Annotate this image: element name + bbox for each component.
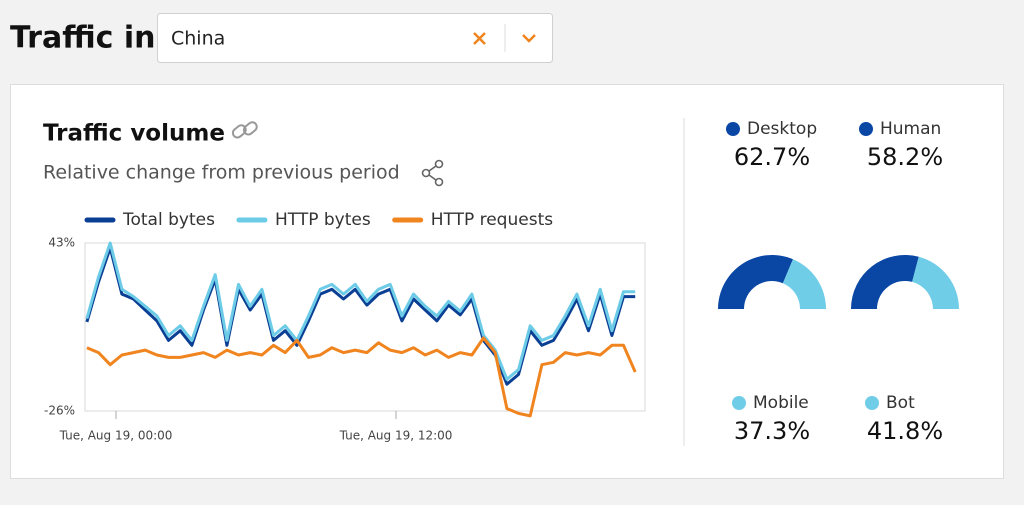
legend-label: HTTP requests (431, 210, 554, 230)
value-label: 37.3% (734, 417, 810, 445)
card-title: Traffic volume (43, 121, 225, 147)
x-tick-label: Tue, Aug 19, 00:00 (59, 429, 173, 443)
series-line (86, 336, 637, 418)
legend-dot (859, 122, 873, 136)
donut-segment (912, 256, 959, 309)
country-select[interactable] (157, 13, 553, 63)
dropdown-icon[interactable] (522, 34, 536, 43)
legend-label: Human (880, 119, 941, 139)
donut-segment (718, 254, 793, 309)
y-tick-label: 43% (48, 236, 75, 250)
page-title: Traffic in (10, 21, 156, 56)
legend-label: Desktop (747, 119, 817, 139)
legend-label: Mobile (753, 393, 809, 413)
donut-segment (851, 254, 919, 309)
legend-dot (732, 396, 746, 410)
x-tick-label: Tue, Aug 19, 12:00 (339, 429, 453, 443)
share-icon[interactable] (421, 159, 444, 187)
legend-label: Bot (886, 393, 915, 413)
series-line (85, 241, 636, 381)
legend-dot (726, 122, 740, 136)
card (10, 84, 1004, 479)
value-label: 41.8% (867, 417, 943, 445)
plot-frame (84, 242, 646, 412)
y-tick-label: -26% (44, 404, 75, 418)
value-label: 58.2% (867, 143, 943, 171)
legend-dot (865, 396, 879, 410)
value-label: 62.7% (734, 143, 810, 171)
clear-icon[interactable] (473, 32, 486, 45)
series-line (85, 246, 636, 386)
legend-label: Total bytes (122, 210, 215, 230)
legend-label: HTTP bytes (275, 210, 371, 230)
select-value: China (171, 28, 225, 50)
donut-segment (782, 259, 826, 309)
link-icon[interactable] (231, 120, 259, 139)
card-subtitle: Relative change from previous period (43, 162, 400, 184)
